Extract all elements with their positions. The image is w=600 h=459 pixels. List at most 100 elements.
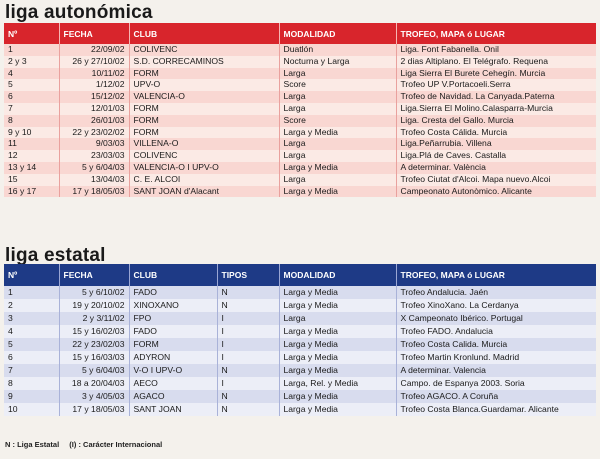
cell-club: FORM xyxy=(129,102,280,115)
cell-fecha: 3 y 4/05/03 xyxy=(59,390,130,403)
cell-trofeo: Trofeo Ciutat d'Alcoi. Mapa nuevo.Alcoi xyxy=(396,173,596,186)
table-row: 12 23/03/03 COLIVENC Larga Liga.Plá de Caves… xyxy=(4,150,596,162)
table-row: 13 y 14 5 y 6/04/03 VALENCIA-O I UPV-O Larg… xyxy=(4,161,596,174)
cell-trofeo: Campo. de Espanya 2003. Soria xyxy=(396,377,596,390)
cell-trofeo: Trofeo Costa Calida. Murcia xyxy=(396,338,596,351)
cell-tipos: N xyxy=(217,390,280,403)
cell-trofeo: A determinar. València xyxy=(396,161,596,174)
cell-modalidad: Larga y Media xyxy=(279,161,397,174)
cell-trofeo: Trofeo AGACO. A Coruña xyxy=(396,390,596,403)
cell-club: UPV-O xyxy=(129,79,280,92)
col-club-header: CLUB xyxy=(129,264,218,286)
cell-num: 4 xyxy=(4,67,60,80)
cell-fecha: 17 y 18/05/03 xyxy=(59,185,130,198)
cell-club: VALENCIA-O xyxy=(129,91,280,103)
table-row: 16 y 17 17 y 18/05/03 SANT JOAN d'Alacant L… xyxy=(4,185,596,198)
cell-tipos: I xyxy=(217,338,280,351)
cell-num: 8 xyxy=(4,377,60,390)
col-club-header: CLUB xyxy=(129,23,280,44)
cell-fecha: 5 y 6/04/03 xyxy=(59,161,130,174)
cell-num: 5 xyxy=(4,338,60,351)
cell-trofeo: Liga.Peñarrubia. Villena xyxy=(396,138,596,151)
table-row: 2 19 y 20/10/02 XINOXANO N Larga y Media Trof… xyxy=(4,299,596,312)
cell-modalidad: Score xyxy=(279,79,397,92)
footnote: N : Liga Estatal (I) : Carácter Internac… xyxy=(5,440,170,449)
cell-fecha: 18 a 20/04/03 xyxy=(59,377,130,390)
cell-fecha: 5 y 6/10/02 xyxy=(59,286,130,299)
cell-club: COLIVENC xyxy=(129,150,280,162)
cell-num: 7 xyxy=(4,102,60,115)
cell-fecha: 22/09/02 xyxy=(59,44,130,56)
cell-num: 6 xyxy=(4,91,60,103)
table-row: 6 15/12/02 VALENCIA-O Larga Trofeo de Navida… xyxy=(4,91,596,103)
cell-modalidad: Larga y Media xyxy=(279,364,397,377)
cell-modalidad: Larga y Media xyxy=(279,325,397,338)
cell-num: 11 xyxy=(4,138,60,151)
cell-modalidad: Larga xyxy=(279,150,397,162)
cell-modalidad: Nocturna y Larga xyxy=(279,55,397,68)
cell-fecha: 5 y 6/04/03 xyxy=(59,364,130,377)
liga-autonomica-table: Nº FECHA CLUB MODALIDAD TROFEO, MAPA ó L… xyxy=(4,23,596,198)
table-header-row: Nº FECHA CLUB TIPOS MODALIDAD TROFEO, MA… xyxy=(4,264,596,286)
table-row: 15 13/04/03 C. E. ALCOI Larga Trofeo Ciutat … xyxy=(4,173,596,186)
cell-fecha: 9/03/03 xyxy=(59,138,130,151)
footnote-i: (I) : Carácter Internacional xyxy=(69,440,163,449)
cell-modalidad: Larga xyxy=(279,312,397,325)
cell-fecha: 17 y 18/05/03 xyxy=(59,403,130,416)
cell-modalidad: Larga y Media xyxy=(279,351,397,364)
cell-club: XINOXANO xyxy=(129,299,218,312)
cell-num: 7 xyxy=(4,364,60,377)
cell-trofeo: Liga. Cresta del Gallo. Murcia xyxy=(396,114,596,127)
liga-estatal-table: Nº FECHA CLUB TIPOS MODALIDAD TROFEO, MA… xyxy=(4,264,596,416)
cell-club: C. E. ALCOI xyxy=(129,173,280,186)
liga-autonomica-title: liga autonómica xyxy=(5,2,153,23)
cell-tipos: I xyxy=(217,351,280,364)
table-row: 8 26/01/03 FORM Score Liga. Cresta del Gallo… xyxy=(4,114,596,127)
table-row: 2 y 3 26 y 27/10/02 S.D. CORRECAMINOS Noctu… xyxy=(4,55,596,68)
table-row: 8 18 a 20/04/03 AECO I Larga, Rel. y Media Ca… xyxy=(4,377,596,390)
cell-fecha: 26/01/03 xyxy=(59,114,130,127)
table-row: 5 22 y 23/02/03 FORM I Larga y Media Trofeo C… xyxy=(4,338,596,351)
cell-trofeo: A determinar. Valencia xyxy=(396,364,596,377)
cell-trofeo: Liga.Plá de Caves. Castalla xyxy=(396,150,596,162)
cell-num: 9 y 10 xyxy=(4,126,60,139)
cell-trofeo: Trofeo XinoXano. La Cerdanya xyxy=(396,299,596,312)
cell-num: 2 y 3 xyxy=(4,55,60,68)
cell-num: 9 xyxy=(4,390,60,403)
cell-tipos: I xyxy=(217,312,280,325)
cell-num: 5 xyxy=(4,79,60,92)
cell-club: COLIVENC xyxy=(129,44,280,56)
cell-trofeo: Trofeo Martin Kronlund. Madrid xyxy=(396,351,596,364)
cell-club: ADYRON xyxy=(129,351,218,364)
cell-modalidad: Larga xyxy=(279,67,397,80)
cell-fecha: 2 y 3/11/02 xyxy=(59,312,130,325)
cell-club: FPO xyxy=(129,312,218,325)
cell-modalidad: Larga xyxy=(279,138,397,151)
cell-tipos: N xyxy=(217,299,280,312)
col-num-header: Nº xyxy=(4,23,60,44)
cell-fecha: 1/12/02 xyxy=(59,79,130,92)
cell-fecha: 13/04/03 xyxy=(59,173,130,186)
cell-fecha: 22 y 23/02/02 xyxy=(59,126,130,139)
cell-modalidad: Duatlón xyxy=(279,44,397,56)
cell-club: FORM xyxy=(129,338,218,351)
cell-fecha: 22 y 23/02/03 xyxy=(59,338,130,351)
footnote-n: N : Liga Estatal xyxy=(5,440,60,449)
cell-num: 12 xyxy=(4,150,60,162)
cell-club: FORM xyxy=(129,126,280,139)
table-row: 9 y 10 22 y 23/02/02 FORM Larga y Media Trof… xyxy=(4,126,596,139)
cell-fecha: 26 y 27/10/02 xyxy=(59,55,130,68)
cell-modalidad: Larga y Media xyxy=(279,126,397,139)
cell-trofeo: X Campeonato Ibérico. Portugal xyxy=(396,312,596,325)
cell-modalidad: Larga y Media xyxy=(279,299,397,312)
cell-modalidad: Larga xyxy=(279,173,397,186)
cell-club: SANT JOAN d'Alacant xyxy=(129,185,280,198)
cell-modalidad: Larga, Rel. y Media xyxy=(279,377,397,390)
cell-trofeo: 2 dias Altiplano. El Telégrafo. Requena xyxy=(396,55,596,68)
cell-fecha: 12/01/03 xyxy=(59,102,130,115)
table-row: 10 17 y 18/05/03 SANT JOAN N Larga y Media Tr… xyxy=(4,403,596,416)
cell-fecha: 15 y 16/03/03 xyxy=(59,351,130,364)
cell-club: FORM xyxy=(129,67,280,80)
